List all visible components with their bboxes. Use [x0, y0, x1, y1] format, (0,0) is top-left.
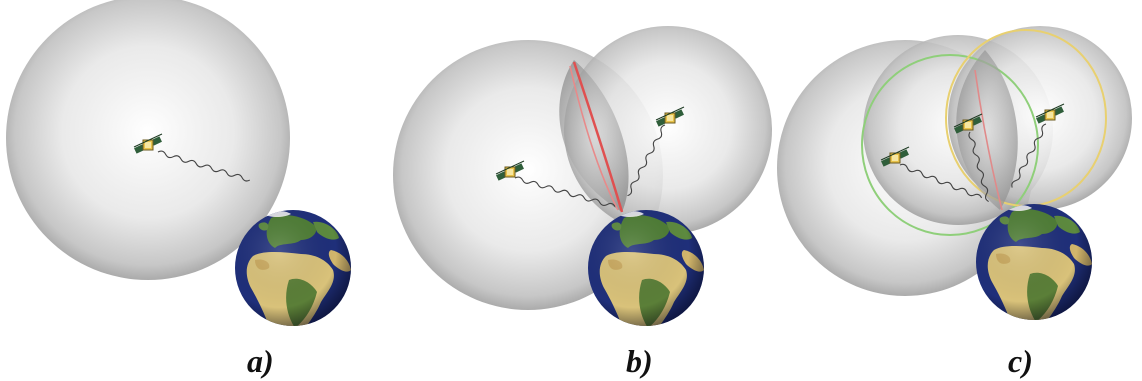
signal-wave-icon: [514, 176, 616, 207]
panel-c: c): [777, 26, 1132, 379]
panel-label-a: a): [247, 343, 274, 379]
signal-wave-icon: [627, 124, 666, 197]
intersection-lens: [956, 50, 1018, 210]
signal-wave-icon: [1011, 123, 1047, 188]
panel-label-b: b): [626, 343, 653, 379]
signal-wave-icon: [968, 131, 989, 203]
intersection-circle-back: [569, 65, 619, 211]
intersection-ring-green: [861, 54, 1039, 236]
panel-b: b): [393, 26, 772, 379]
panel-a: a): [6, 0, 351, 379]
signal-wave-icon: [899, 163, 983, 199]
panel-label-c: c): [1008, 343, 1033, 379]
signal-wave-icon: [157, 150, 251, 182]
intersection-circle: [974, 69, 1003, 211]
earth-globe-icon: [235, 210, 351, 338]
earth-globe-icon: [588, 210, 704, 338]
earth-globe-icon: [976, 204, 1092, 332]
intersection-circle: [572, 61, 624, 213]
